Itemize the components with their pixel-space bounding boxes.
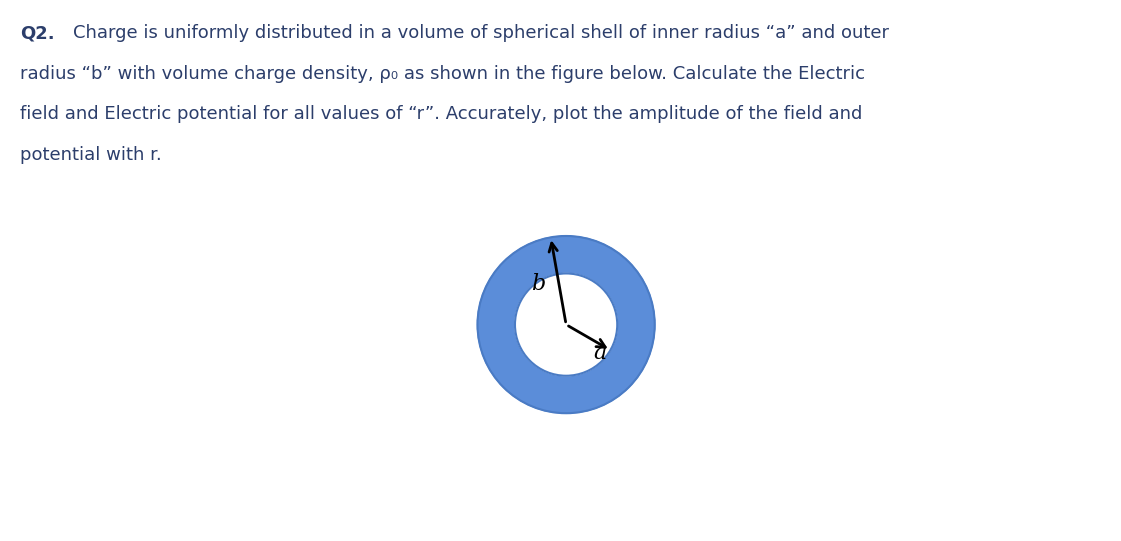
Text: a: a — [593, 342, 606, 364]
Text: potential with r.: potential with r. — [20, 146, 161, 164]
Text: Q2.: Q2. — [20, 24, 55, 42]
Text: b: b — [531, 273, 545, 295]
Circle shape — [478, 236, 655, 413]
Text: radius “b” with volume charge density, ρ₀ as shown in the figure below. Calculat: radius “b” with volume charge density, ρ… — [20, 65, 865, 83]
Text: field and Electric potential for all values of “r”. Accurately, plot the amplitu: field and Electric potential for all val… — [20, 105, 862, 123]
Circle shape — [515, 274, 618, 376]
Text: Charge is uniformly distributed in a volume of spherical shell of inner radius “: Charge is uniformly distributed in a vol… — [73, 24, 889, 42]
